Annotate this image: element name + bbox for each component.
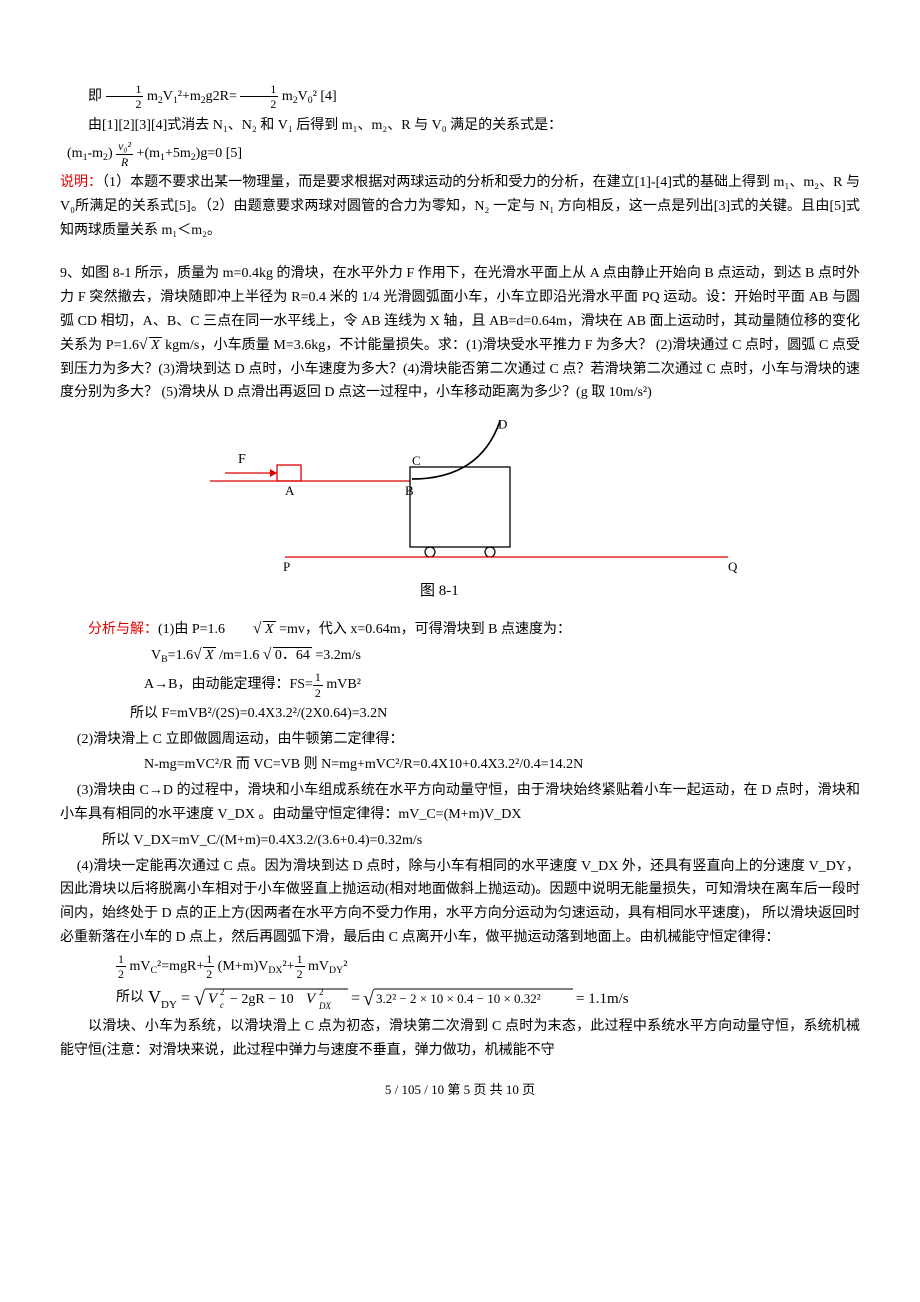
frac-half-3: 12 xyxy=(313,670,323,700)
arc-CD xyxy=(412,421,500,479)
svg-text:3.2² − 2 × 10 × 0.4 − 10 × 0.3: 3.2² − 2 × 10 × 0.4 − 10 × 0.32² xyxy=(376,991,541,1006)
sol-N-value: N-mg=mVC²/R 而 VC=VB 则 N=mg+mVC²/R=0.4X10… xyxy=(144,753,860,777)
label-Q: Q xyxy=(728,559,738,574)
svg-text:=: = xyxy=(351,990,360,1007)
equation-line-3: (m1-m2) v₀²R +(m1+5m2)g=0 [5] xyxy=(67,139,860,169)
derive-line: 由[1][2][3][4]式消去 N₁、N₂ 和 V₁ 后得到 m₁、m₂、R … xyxy=(60,114,860,138)
svg-text:√: √ xyxy=(194,988,205,1010)
frac-half-2: 12 xyxy=(240,82,278,112)
figure-caption: 图 8-1 xyxy=(420,582,459,599)
force-arrow-head xyxy=(270,469,277,477)
sol-VDY: 所以 V DY = √ V 2 c − 2gR − 10 V 2 DX = √ … xyxy=(116,983,860,1013)
frac-half-1: 12 xyxy=(106,82,144,112)
sol-energy-eq: 12 mVC²=mgR+12 (M+m)VDX²+12 mVDY² xyxy=(116,952,860,982)
sol-AB-KE: A→B，由动能定理得：FS=12 mVB² xyxy=(144,670,860,700)
label-C: C xyxy=(412,453,421,468)
svg-text:2: 2 xyxy=(220,987,225,997)
vdy-formula-svg: V DY = √ V 2 c − 2gR − 10 V 2 DX = √ 3.2… xyxy=(148,983,628,1013)
sol-part5: 以滑块、小车为系统，以滑块滑上 C 点为初态，滑块第二次滑到 C 点时为末态，此… xyxy=(60,1015,860,1063)
sqrt-064: 0．64 xyxy=(263,644,312,668)
svg-text:DX: DX xyxy=(318,1001,331,1011)
svg-text:− 2gR − 10: − 2gR − 10 xyxy=(230,992,294,1007)
wheel-right xyxy=(485,547,495,557)
sol-part2-intro: (2)滑块滑上 C 立即做圆周运动，由牛顿第二定律得： xyxy=(60,728,860,752)
explain-body: （1）本题不要求出某一物理量，而是要求根据对两球运动的分析和受力的分析，在建立[… xyxy=(60,175,860,238)
question-9: 9、如图 8-1 所示，质量为 m=0.4kg 的滑块，在水平外力 F 作用下，… xyxy=(60,262,860,405)
page-footer: 5 / 105 / 10 第 5 页 共 10 页 xyxy=(60,1079,860,1101)
sol-F-value: 所以 F=mVB²/(2S)=0.4X3.2²/(2X0.64)=3.2N xyxy=(130,702,860,726)
label-D: D xyxy=(498,417,507,432)
label-F: F xyxy=(238,452,246,467)
explain-label: 说明： xyxy=(60,175,102,190)
svg-text:V: V xyxy=(306,991,317,1007)
sol-part4: (4)滑块一定能再次通过 C 点。因为滑块到达 D 点时，除与小车有相同的水平速… xyxy=(60,855,860,950)
sqrt-X-3: X xyxy=(193,644,216,668)
svg-text:V: V xyxy=(208,991,219,1007)
equation-line-1: 即 12 m2V1²+m2g2R= 12 m2V0² [4] xyxy=(60,82,860,112)
frac-v0r: v₀²R xyxy=(116,139,133,169)
diagram-svg: F A B C D P Q 图 8-1 xyxy=(180,415,740,605)
svg-text:DY: DY xyxy=(161,999,177,1011)
svg-text:2: 2 xyxy=(319,987,324,997)
sol-VB: VB=1.6X /m=1.6 0．64 =3.2m/s xyxy=(151,644,860,669)
sqrt-X-1: X xyxy=(139,334,162,358)
svg-text:√: √ xyxy=(363,988,374,1010)
svg-text:V: V xyxy=(148,987,161,1007)
analysis-line-1: 分析与解：(1)由 P=1.6X =mv，代入 x=0.64m，可得滑块到 B … xyxy=(60,618,860,642)
sqrt-X-2: X xyxy=(225,618,276,642)
figure-8-1: F A B C D P Q 图 8-1 xyxy=(60,415,860,614)
block-A xyxy=(277,465,301,481)
wheel-left xyxy=(425,547,435,557)
analysis-label: 分析与解： xyxy=(88,622,158,637)
eq1-pre: 即 xyxy=(88,89,106,104)
svg-text:c: c xyxy=(220,1000,224,1010)
sol-VDX: 所以 V_DX=mV_C/(M+m)=0.4X3.2/(3.6+0.4)=0.3… xyxy=(102,829,860,853)
label-P: P xyxy=(283,559,290,574)
explanation-paragraph: 说明：（1）本题不要求出某一物理量，而是要求根据对两球运动的分析和受力的分析，在… xyxy=(60,171,860,242)
svg-text:= 1.1m/s: = 1.1m/s xyxy=(576,991,628,1007)
sol-part3: (3)滑块由 C→D 的过程中，滑块和小车组成系统在水平方向动量守恒，由于滑块始… xyxy=(60,779,860,827)
svg-text:=: = xyxy=(181,990,190,1007)
label-A: A xyxy=(285,483,295,498)
